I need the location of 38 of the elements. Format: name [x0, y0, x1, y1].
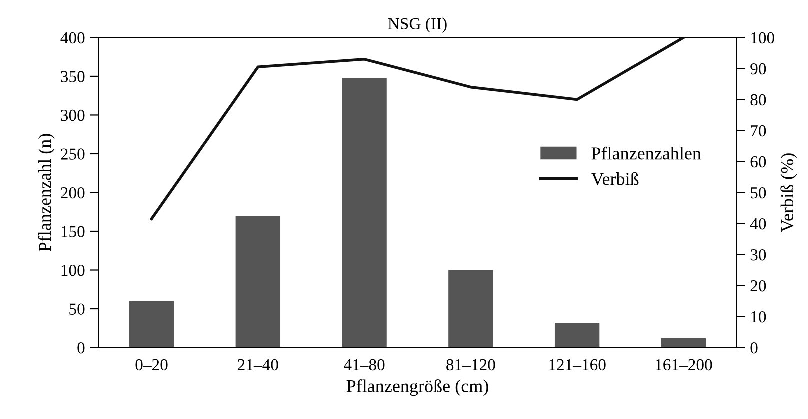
- x-axis-title: Pflanzengröße (cm): [346, 380, 488, 396]
- y-tick-label: 400: [60, 32, 85, 44]
- y2-tick-label: 50: [751, 187, 766, 199]
- bar: [554, 322, 600, 348]
- y2-tick-label: 20: [750, 280, 766, 292]
- x-tick-label: 81–120: [446, 359, 496, 371]
- y2-tick-label: 80: [750, 94, 766, 106]
- y2-tick-label: 70: [751, 125, 766, 137]
- y-tick-label: 300: [61, 110, 85, 122]
- x-tick-label: 21–40: [238, 359, 278, 371]
- y2-tick-label: 90: [750, 63, 766, 75]
- legend-label: Pflanzenzahlen: [592, 146, 702, 160]
- y-tick-label: 350: [61, 71, 85, 82]
- y-tick-label: 200: [61, 187, 85, 199]
- bar: [342, 78, 387, 348]
- y2-tick-label: 60: [750, 156, 766, 168]
- y-tick-label: 0: [78, 342, 85, 354]
- legend-label: Verbiß: [591, 172, 639, 186]
- bar: [236, 216, 280, 348]
- y-tick-label: 100: [62, 264, 85, 276]
- x-tick-label: 41–80: [344, 359, 385, 371]
- chart-title: NSG (II): [388, 18, 447, 33]
- x-tick-label: 121–160: [550, 359, 606, 371]
- y2-axis-title: Verbiß (%): [780, 154, 798, 232]
- y2-tick-label: 10: [752, 311, 766, 323]
- y-tick-label: 50: [70, 304, 85, 315]
- bar: [661, 338, 706, 348]
- y-axis-title: Pflanzenzahl (n): [38, 134, 55, 252]
- y-tick-label: 150: [62, 226, 85, 238]
- x-tick-label: 161–200: [656, 359, 712, 371]
- y2-tick-label: 0: [750, 342, 758, 354]
- y2-tick-label: 40: [750, 218, 766, 230]
- bar: [448, 270, 494, 348]
- y2-tick-label: 100: [752, 32, 774, 44]
- bar: [129, 301, 174, 348]
- y-tick-label: 250: [61, 148, 85, 160]
- x-tick-label: 0–20: [136, 359, 168, 371]
- y2-tick-label: 30: [750, 249, 766, 261]
